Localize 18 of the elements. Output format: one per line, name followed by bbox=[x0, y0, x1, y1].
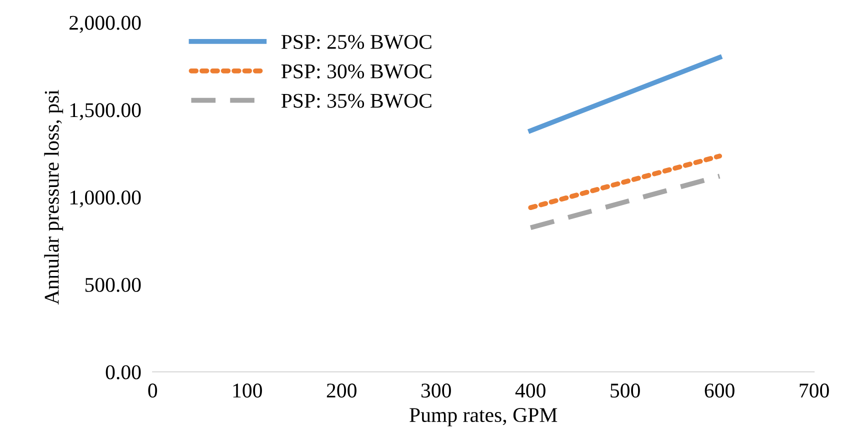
y-axis-title: Annular pressure loss, psi bbox=[44, 90, 64, 305]
y-tick-label: 0.00 bbox=[106, 365, 141, 380]
x-tick-label: 300 bbox=[421, 384, 451, 398]
y-tick-label: 1,500.00 bbox=[70, 103, 141, 120]
x-tick-label: 200 bbox=[326, 384, 356, 398]
y-tick-label: 2,000.00 bbox=[70, 16, 141, 33]
x-tick-label: 100 bbox=[233, 384, 262, 398]
x-tick-label: 400 bbox=[515, 384, 546, 398]
legend-label: PSP: 25% BWOC bbox=[281, 34, 432, 50]
y-tick-label: 500.00 bbox=[85, 278, 141, 292]
legend-label: PSP: 35% BWOC bbox=[281, 94, 432, 108]
legend-label: PSP: 30% BWOC bbox=[281, 64, 432, 78]
x-tick-label: 600 bbox=[704, 384, 734, 398]
x-tick-label: 0 bbox=[148, 384, 158, 398]
x-axis-title: Pump rates, GPM bbox=[410, 408, 558, 426]
x-tick-label: 500 bbox=[610, 384, 640, 398]
y-tick-label: 1,000.00 bbox=[70, 190, 141, 208]
x-tick-label: 700 bbox=[800, 384, 829, 398]
